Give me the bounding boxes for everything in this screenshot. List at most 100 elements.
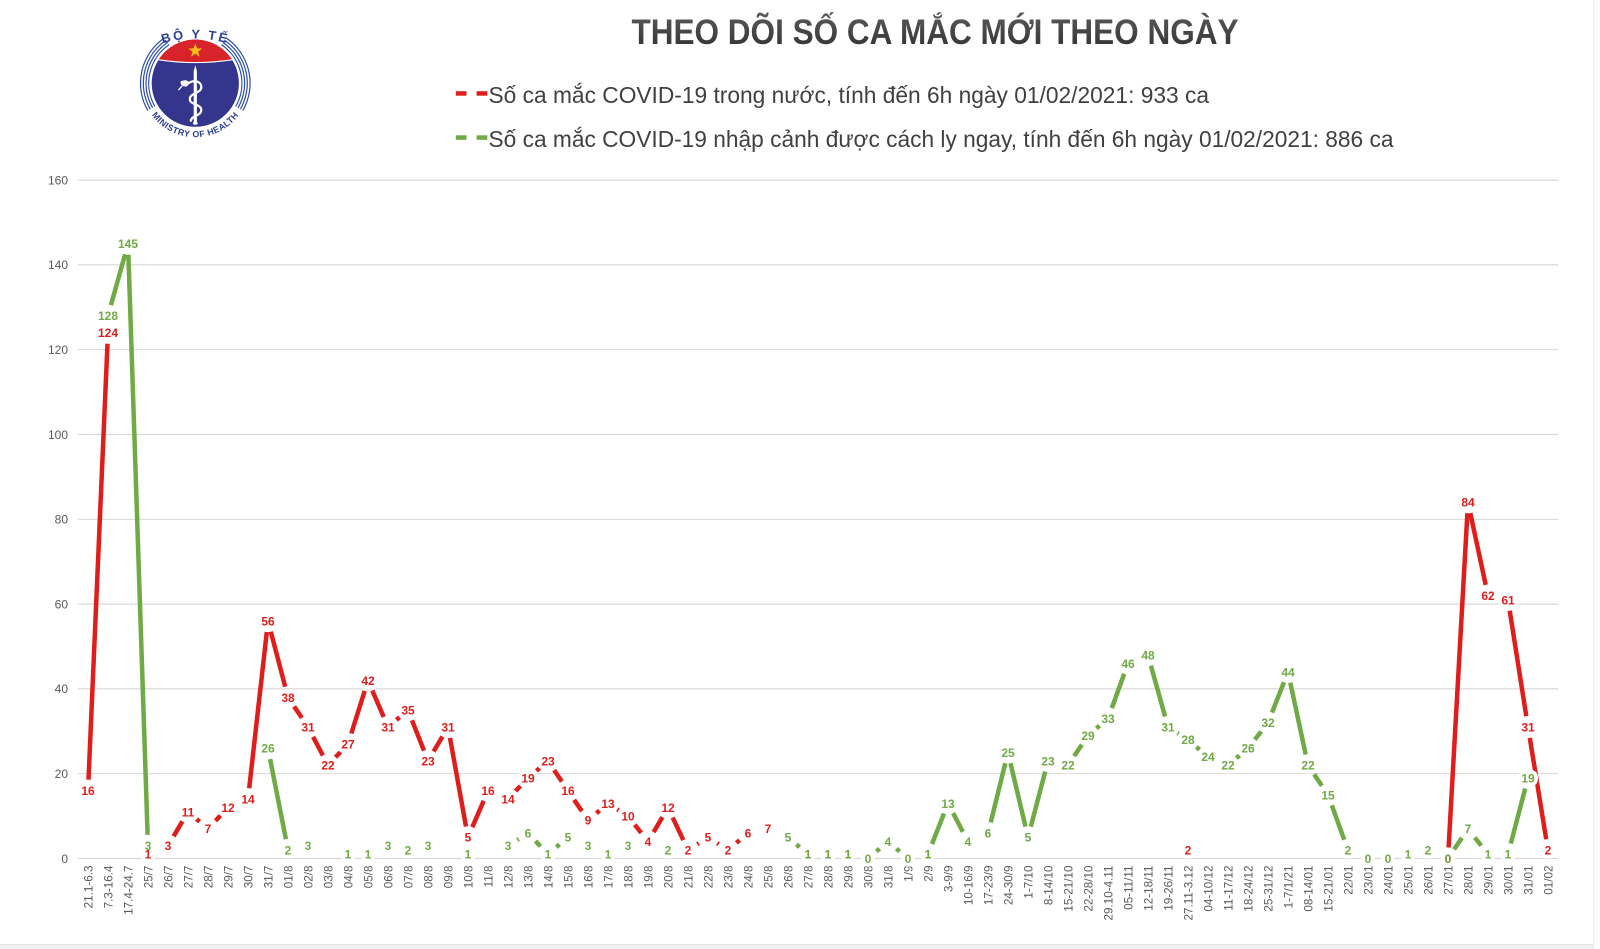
svg-text:27: 27 xyxy=(341,737,355,751)
svg-text:30/7: 30/7 xyxy=(242,866,255,889)
svg-text:BỘ Y TẾ: BỘ Y TẾ xyxy=(160,27,231,47)
svg-text:29.10-4.11: 29.10-4.11 xyxy=(1102,866,1115,921)
svg-text:17-23/9: 17-23/9 xyxy=(982,866,995,906)
svg-text:0: 0 xyxy=(1445,852,1452,866)
svg-text:27/7: 27/7 xyxy=(182,866,195,889)
svg-text:8-14/10: 8-14/10 xyxy=(1042,865,1055,905)
svg-text:12-18/11: 12-18/11 xyxy=(1142,866,1155,911)
svg-text:13: 13 xyxy=(601,797,615,811)
svg-text:11: 11 xyxy=(182,805,195,819)
svg-text:31/7: 31/7 xyxy=(262,866,275,889)
svg-text:3: 3 xyxy=(145,839,152,853)
svg-text:05/8: 05/8 xyxy=(362,866,375,889)
svg-text:19: 19 xyxy=(1521,771,1535,785)
svg-text:160: 160 xyxy=(48,173,68,187)
svg-text:2: 2 xyxy=(1545,843,1552,857)
svg-text:2: 2 xyxy=(685,843,692,857)
svg-text:5: 5 xyxy=(785,831,792,845)
svg-text:5: 5 xyxy=(1025,831,1032,845)
svg-text:7.3-16.4: 7.3-16.4 xyxy=(102,865,115,908)
svg-text:26/01: 26/01 xyxy=(1422,866,1435,895)
svg-text:30/8: 30/8 xyxy=(862,866,875,889)
svg-text:9: 9 xyxy=(585,814,592,828)
svg-text:13: 13 xyxy=(601,797,615,811)
svg-text:0: 0 xyxy=(1365,852,1372,866)
svg-text:17/8: 17/8 xyxy=(602,866,615,889)
svg-text:06/8: 06/8 xyxy=(382,866,395,889)
svg-text:24/8: 24/8 xyxy=(742,866,755,889)
svg-text:28/01: 28/01 xyxy=(1462,866,1475,895)
svg-text:35: 35 xyxy=(401,704,415,718)
svg-text:0: 0 xyxy=(61,852,68,866)
svg-text:1: 1 xyxy=(805,848,812,862)
svg-text:3: 3 xyxy=(165,839,172,853)
svg-text:1: 1 xyxy=(805,848,812,862)
svg-text:38: 38 xyxy=(281,691,295,705)
svg-text:12: 12 xyxy=(661,801,675,815)
svg-text:15-21/01: 15-21/01 xyxy=(1322,866,1335,912)
svg-text:1: 1 xyxy=(925,848,932,862)
svg-text:09/8: 09/8 xyxy=(442,866,455,889)
svg-text:17.4-24.7: 17.4-24.7 xyxy=(122,866,135,915)
svg-text:3: 3 xyxy=(385,839,392,853)
svg-text:29/7: 29/7 xyxy=(222,866,235,889)
svg-text:23: 23 xyxy=(1041,754,1055,768)
svg-text:61: 61 xyxy=(1501,593,1515,607)
svg-text:15/8: 15/8 xyxy=(562,866,575,889)
svg-text:2: 2 xyxy=(1425,843,1432,857)
svg-text:19: 19 xyxy=(521,771,535,785)
svg-text:21.1-6.3: 21.1-6.3 xyxy=(82,866,95,909)
svg-text:33: 33 xyxy=(1101,712,1115,726)
svg-text:26: 26 xyxy=(1241,742,1255,756)
svg-text:31/01: 31/01 xyxy=(1522,866,1535,895)
svg-text:26: 26 xyxy=(1241,742,1255,756)
svg-text:26/8: 26/8 xyxy=(782,866,795,889)
svg-text:27: 27 xyxy=(341,737,355,751)
svg-text:23: 23 xyxy=(421,754,435,768)
svg-text:25: 25 xyxy=(1001,746,1015,760)
svg-text:22/01: 22/01 xyxy=(1342,866,1355,895)
svg-text:29: 29 xyxy=(1081,729,1095,743)
svg-text:13/8: 13/8 xyxy=(522,866,535,889)
svg-text:1: 1 xyxy=(145,848,152,862)
svg-text:25/7: 25/7 xyxy=(142,866,155,889)
svg-text:4: 4 xyxy=(645,835,652,849)
svg-text:5: 5 xyxy=(565,831,572,845)
svg-text:7: 7 xyxy=(765,822,772,836)
svg-text:19: 19 xyxy=(1521,771,1535,785)
svg-text:31: 31 xyxy=(441,721,455,735)
svg-text:35: 35 xyxy=(401,704,415,718)
svg-text:31: 31 xyxy=(441,721,455,735)
svg-text:12/8: 12/8 xyxy=(502,866,515,889)
svg-text:24: 24 xyxy=(1201,750,1215,764)
svg-text:44: 44 xyxy=(1281,665,1295,679)
svg-text:22: 22 xyxy=(1301,759,1315,773)
svg-text:22/8: 22/8 xyxy=(702,866,715,889)
svg-text:1: 1 xyxy=(1505,848,1512,862)
svg-text:5: 5 xyxy=(465,831,472,845)
svg-text:23: 23 xyxy=(1041,754,1055,768)
svg-text:19-26/11: 19-26/11 xyxy=(1162,866,1175,911)
svg-text:12: 12 xyxy=(221,801,235,815)
svg-text:4: 4 xyxy=(885,835,892,849)
svg-text:1: 1 xyxy=(1485,848,1492,862)
svg-text:03/8: 03/8 xyxy=(322,866,335,889)
svg-text:23: 23 xyxy=(541,754,555,768)
svg-text:6: 6 xyxy=(525,827,532,841)
svg-text:19/8: 19/8 xyxy=(642,866,655,889)
svg-text:1: 1 xyxy=(365,848,372,862)
svg-text:10: 10 xyxy=(621,810,635,824)
svg-text:16: 16 xyxy=(81,784,95,798)
svg-text:23/01: 23/01 xyxy=(1362,866,1375,895)
svg-text:23/8: 23/8 xyxy=(722,866,735,889)
svg-text:27.11-3.12: 27.11-3.12 xyxy=(1182,866,1195,921)
svg-text:2: 2 xyxy=(1185,843,1192,857)
svg-text:22: 22 xyxy=(1301,759,1315,773)
svg-text:31: 31 xyxy=(1161,721,1175,735)
svg-text:31: 31 xyxy=(301,721,315,735)
svg-text:1: 1 xyxy=(465,848,472,862)
svg-text:02/8: 02/8 xyxy=(302,866,315,889)
svg-text:18-24/12: 18-24/12 xyxy=(1242,866,1255,912)
svg-text:31: 31 xyxy=(1521,721,1535,735)
svg-text:15-21/10: 15-21/10 xyxy=(1062,865,1075,912)
